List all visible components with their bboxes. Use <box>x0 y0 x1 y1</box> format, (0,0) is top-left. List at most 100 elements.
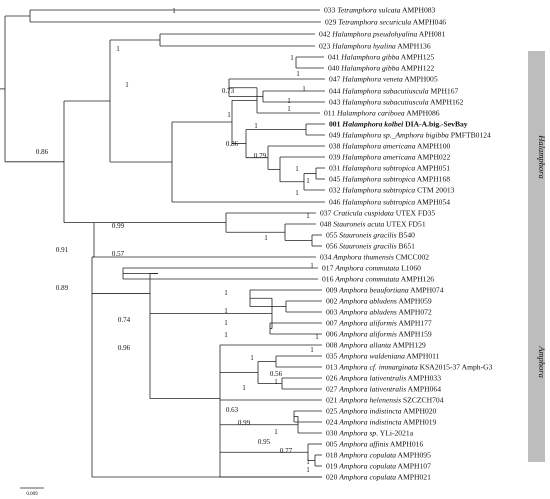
taxon-name: Halamphora gibba <box>340 64 399 73</box>
taxon-id: 013 <box>326 363 339 372</box>
taxon-name: Craticula cuspidata <box>333 209 394 218</box>
taxon-name: Halamphora pseudohyalina <box>331 30 417 39</box>
support-value: 1 <box>250 354 254 362</box>
support-value: 1 <box>274 428 278 436</box>
taxon-label-042: 042 Halamphora pseudohyalina APH081 <box>319 30 446 39</box>
taxon-id: 040 <box>328 64 341 73</box>
taxon-label-018: 018 Amphora copulata AMPH095 <box>326 451 431 460</box>
taxon-name: Amphora sp. <box>338 429 378 438</box>
taxon-id: 001 <box>329 120 342 129</box>
taxon-name: Halamphora subtropica <box>341 175 415 184</box>
taxon-name: Halamphora subtropica <box>341 198 415 207</box>
taxon-id: 017 <box>322 264 335 273</box>
taxon-label-056: 056 Stauroneis gracilis B651 <box>326 242 415 251</box>
taxon-strain: AMPH054 <box>415 198 450 207</box>
support-value: 1 <box>295 165 299 173</box>
support-value: 1 <box>306 458 310 466</box>
taxon-name: Amphora helenensis <box>338 396 401 405</box>
taxon-id: 043 <box>329 98 342 107</box>
taxon-strain: AMPH177 <box>397 319 432 328</box>
taxon-strain: AMPH159 <box>397 330 432 339</box>
taxon-strain: AMPH083 <box>401 6 436 15</box>
taxon-name: Amphora indistincta <box>338 418 401 427</box>
taxon-label-030: 030 Amphora sp. YLi-2021a <box>326 429 414 438</box>
support-value: 0.74 <box>118 316 131 324</box>
taxon-strain: AMPH100 <box>416 142 451 151</box>
taxon-name: Stauroneis gracilis <box>339 231 396 240</box>
support-value: 1 <box>224 331 228 339</box>
taxon-label-033: 033 Tetramphora sulcata AMPH083 <box>324 6 436 15</box>
support-value: 0.73 <box>222 87 235 95</box>
taxon-id: 034 <box>320 253 333 262</box>
taxon-name: Halamphora hyalina <box>331 42 396 51</box>
taxon-id: 035 <box>326 352 339 361</box>
taxon-label-001: 001 Halamphora kolbei DIA-A.big.-SevBay <box>329 120 468 129</box>
taxon-label-005: 005 Amphora affinis AMPH016 <box>326 440 423 449</box>
taxon-name: Amphora aliformis <box>338 319 397 328</box>
taxon-name: Halamphora cariboea <box>336 109 405 118</box>
taxon-name: Amphora copulata <box>338 451 396 460</box>
support-value: 1 <box>302 85 306 93</box>
taxon-labels: 033 Tetramphora sulcata AMPH083 029 Tetra… <box>319 6 493 482</box>
taxon-id: 020 <box>326 473 339 482</box>
taxon-label-025: 025 Amphora indistincta AMPH020 <box>326 407 437 416</box>
taxon-label-040: 040 Halamphora gibba AMPH122 <box>328 64 434 73</box>
clade-label-amphora: Amphora <box>537 345 547 378</box>
scale-bar: 0.009 <box>20 487 44 497</box>
taxon-strain: SZCZCH704 <box>401 396 444 405</box>
taxon-label-046: 046 Halamphora subtropica AMPH054 <box>329 198 450 207</box>
clade-label-halamphora: Halamphora <box>537 134 547 178</box>
taxon-id: 025 <box>326 407 339 416</box>
support-value: 1 <box>224 289 228 297</box>
taxon-name: Amphora copulata <box>338 462 396 471</box>
taxon-label-035: 035 Amphora waldeniana AMPH011 <box>326 352 440 361</box>
taxon-id: 048 <box>320 220 333 229</box>
taxon-strain: AMPH162 <box>429 98 464 107</box>
taxon-id: 038 <box>329 142 342 151</box>
taxon-name: Halamphora subacutiuscula <box>341 98 428 107</box>
taxon-id: 023 <box>319 42 332 51</box>
support-value: 1 <box>306 212 310 220</box>
taxon-name: Amphora lativentralis <box>338 385 406 394</box>
taxon-strain: AMPH051 <box>415 164 450 173</box>
taxon-id: 027 <box>326 385 339 394</box>
taxon-label-039: 039 Halamphora americana AMPH022 <box>329 153 451 162</box>
taxon-name: Halamphora subacutiuscula <box>341 87 428 96</box>
taxon-strain: AMPH020 <box>402 407 437 416</box>
support-value: 0.77 <box>280 447 293 455</box>
taxon-strain: AMPH005 <box>403 75 438 84</box>
taxon-label-021: 021 Amphora helenensis SZCZCH704 <box>326 396 444 405</box>
taxon-id: 046 <box>329 198 342 207</box>
taxon-id: 055 <box>326 231 339 240</box>
taxon-label-020: 020 Amphora copulata AMPH021 <box>326 473 431 482</box>
taxon-label-006: 006 Amphora aliformis AMPH159 <box>326 330 432 339</box>
taxon-id: 033 <box>324 6 337 15</box>
taxon-label-045: 045 Halamphora subtropica AMPH168 <box>329 175 450 184</box>
taxon-label-011: 011 Halamphora cariboea AMPH086 <box>324 109 440 118</box>
taxon-label-007: 007 Amphora aliformis AMPH177 <box>326 319 432 328</box>
taxon-id: 041 <box>328 53 341 62</box>
taxon-label-038: 038 Halamphora americana AMPH100 <box>329 142 451 151</box>
taxon-label-032: 032 Halamphora subtropica CTM 20013 <box>329 186 455 195</box>
taxon-name: Stauroneis acuta <box>333 220 384 229</box>
support-value: 1 <box>315 333 319 341</box>
taxon-strain: B540 <box>397 231 416 240</box>
taxon-strain: AMPH021 <box>396 473 431 482</box>
taxon-label-041: 041 Halamphora gibba AMPH125 <box>328 53 434 62</box>
taxon-name: Halamphora americana <box>341 153 415 162</box>
taxon-strain: AMPH168 <box>415 175 450 184</box>
taxon-name: Tetramphora sulcata <box>337 6 400 15</box>
taxon-id: 044 <box>329 87 342 96</box>
taxon-label-047: 047 Halamphora veneta AMPH005 <box>329 75 438 84</box>
taxon-label-009: 009 Amphora beaufortiana AMPH074 <box>326 286 444 295</box>
clade-amphora: Amphora <box>528 262 547 462</box>
clade-bar-halamphora <box>528 51 545 263</box>
support-value: 1 <box>295 189 299 197</box>
support-value: 1 <box>224 319 228 327</box>
support-value: 0.56 <box>270 370 283 378</box>
taxon-label-016: 016 Amphora commutata AMPH126 <box>322 275 434 284</box>
taxon-name: Halamphora kolbei <box>341 120 404 129</box>
taxon-id: 002 <box>326 297 339 306</box>
